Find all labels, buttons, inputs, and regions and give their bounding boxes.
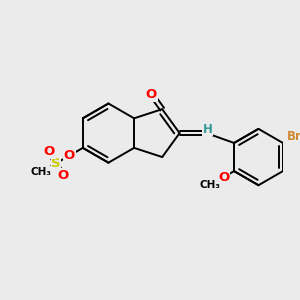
Text: O: O <box>64 149 75 162</box>
Text: CH₃: CH₃ <box>200 180 221 190</box>
Text: O: O <box>146 88 157 101</box>
Text: O: O <box>44 145 55 158</box>
Text: O: O <box>218 170 230 184</box>
Text: H: H <box>203 123 213 136</box>
Text: O: O <box>57 169 68 182</box>
Text: Br: Br <box>286 130 300 143</box>
Text: S: S <box>51 157 61 170</box>
Text: CH₃: CH₃ <box>31 167 52 177</box>
